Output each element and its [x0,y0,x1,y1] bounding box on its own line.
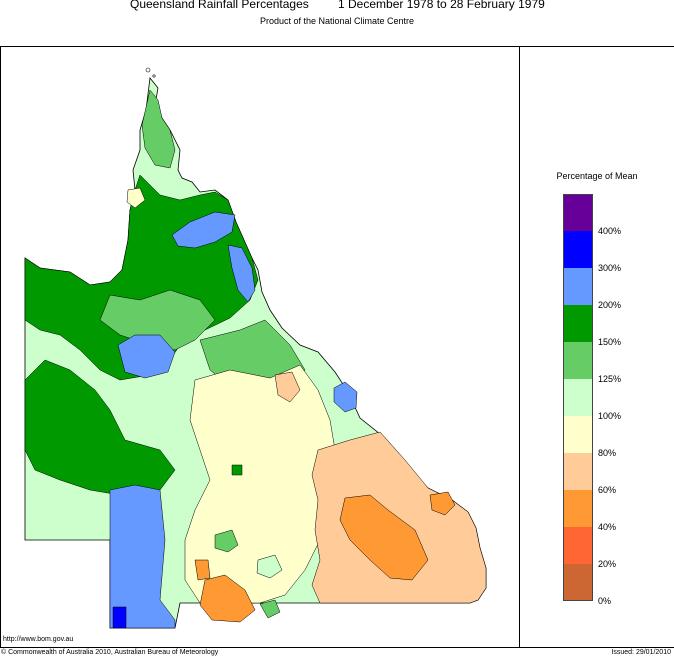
legend-swatch [563,342,593,379]
legend-swatch [563,490,593,527]
zone-40-60-west [194,559,211,581]
zone-100-125-patch-a [214,529,239,553]
legend-title: Percentage of Mean [556,171,638,181]
zone-300-400-southwest [112,606,127,629]
title-period: 1 December 1978 to 28 February 1979 [338,0,545,11]
zone-60-80-southeast [311,431,487,604]
legend-label: 100% [598,411,622,421]
zone-125-150-cape [141,89,176,169]
legend-swatch [563,231,593,268]
zone-200-300-east-cape [227,244,256,303]
legend-swatch [563,527,593,564]
legend-label: 80% [598,448,617,458]
legend-label: 0% [598,596,612,606]
island-north-2 [152,74,156,78]
legend-label: 20% [598,559,617,569]
zone-200-300-gulf [117,334,176,379]
legend-swatch [563,564,593,601]
legend-label: 60% [598,485,617,495]
zone-40-60-southwest [199,574,256,623]
footer-issued-date: Issued: 29/01/2010 [611,649,671,656]
legend-label: 125% [598,374,622,384]
title-region: Queensland Rainfall Percentages [130,0,309,11]
zone-100-125-patch-b [256,554,283,579]
zone-125-150-gulf [99,289,216,351]
legend-label: 150% [598,337,622,347]
island-north [145,67,151,73]
footer-url[interactable]: http://www.bom.gov.au [3,636,74,643]
zone-150-200-patch [231,464,243,476]
legend-swatch [563,268,593,305]
footer-copyright: © Commonwealth of Australia 2010, Austra… [1,649,219,656]
legend-panel: Percentage of Mean 400% 300% 200% 150% 125% 1… [520,46,674,648]
zone-40-60-darling [339,494,429,581]
legend-label: 40% [598,522,617,532]
zone-60-80-central [274,371,301,403]
map-subtitle: Product of the National Climate Centre [259,16,415,26]
legend-swatch [563,305,593,342]
zone-100-125-patch-c [259,599,281,619]
legend-swatch [563,416,593,453]
zone-40-60-east [429,491,456,516]
zone-200-300-coast [333,381,358,413]
legend-label: 200% [598,300,622,310]
legend-label: 300% [598,263,622,273]
map-title: Queensland Rainfall Percentages 1 Decemb… [0,0,674,13]
legend-label: 400% [598,226,622,236]
zone-200-300-cape [171,211,236,249]
zone-80-100-patch [126,187,146,209]
zone-200-300-southwest [109,484,176,629]
legend-swatch [563,194,593,231]
legend-swatch [563,379,593,416]
zone-125-150-west [24,359,176,496]
legend-swatch [563,453,593,490]
